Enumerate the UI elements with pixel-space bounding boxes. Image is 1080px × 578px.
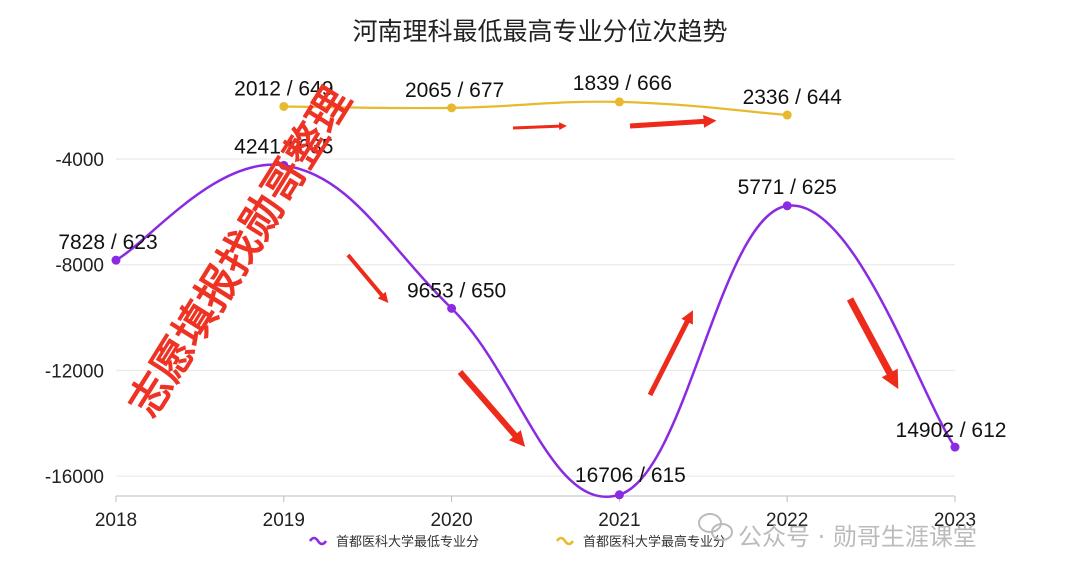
data-point [614,490,624,500]
data-point [782,110,792,120]
data-point [279,160,289,170]
y-tick-label: -12000 [45,361,104,382]
chart-title: 河南理科最低最高专业分位次趋势 [352,17,727,46]
data-label: 5771 / 625 [738,176,837,199]
legend: 首都医科大学最低专业分 首都医科大学最高专业分 [308,534,726,550]
legend-swatch [555,536,575,546]
x-tick-label: 2019 [263,510,305,531]
data-point [614,97,624,107]
x-axis: 2018 2019 2020 2021 2022 2023 [95,495,976,531]
series-layer [111,97,960,500]
trend-arrow-4 [629,114,717,129]
x-tick-label: 2022 [766,510,808,531]
data-point [950,442,960,452]
watermark-text: 公众号 · 勋哥生涯课堂 [738,523,977,551]
data-point [279,101,289,111]
legend-label: 首都医科大学最高专业分 [583,534,726,550]
x-tick-label: 2023 [934,510,976,531]
legend-label: 首都医科大学最低专业分 [336,534,479,550]
x-tick-label: 2018 [95,510,137,531]
trend-arrow-3 [512,122,567,131]
data-point [447,303,457,313]
data-label: 9653 / 650 [407,279,506,302]
data-label-layer: 7828 / 623 4241 / 635 9653 / 650 16706 / 61… [58,72,1006,487]
y-tick-label: -16000 [45,467,104,488]
y-axis-ticks: -4000 -8000 -12000 -16000 [45,150,104,488]
trend-arrow-2 [457,370,526,447]
data-point [447,103,457,113]
data-label: 4241 / 635 [234,135,333,158]
x-tick-label: 2021 [598,510,640,531]
data-label: 1839 / 666 [573,72,672,95]
x-tick-label: 2020 [430,510,472,531]
watermark: 公众号 · 勋哥生涯课堂 [698,513,977,551]
data-point [111,255,121,265]
data-label: 7828 / 623 [58,231,157,254]
data-point [782,201,792,211]
data-label: 16706 / 615 [575,464,686,487]
data-label: 2336 / 644 [743,86,843,109]
gridlines [116,158,955,477]
legend-swatch [308,536,328,546]
data-label: 14902 / 612 [896,419,1007,442]
trend-arrow-1 [346,253,389,303]
y-tick-label: -8000 [55,256,104,277]
series-line-2 [283,100,788,117]
data-label: 2012 / 649 [234,77,333,100]
trend-arrow-6 [846,297,899,390]
wechat-icon [698,513,733,541]
trend-arrows [346,114,899,447]
trend-arrow-5 [647,310,693,397]
y-tick-label: -4000 [55,150,104,171]
data-label: 2065 / 677 [405,79,504,102]
